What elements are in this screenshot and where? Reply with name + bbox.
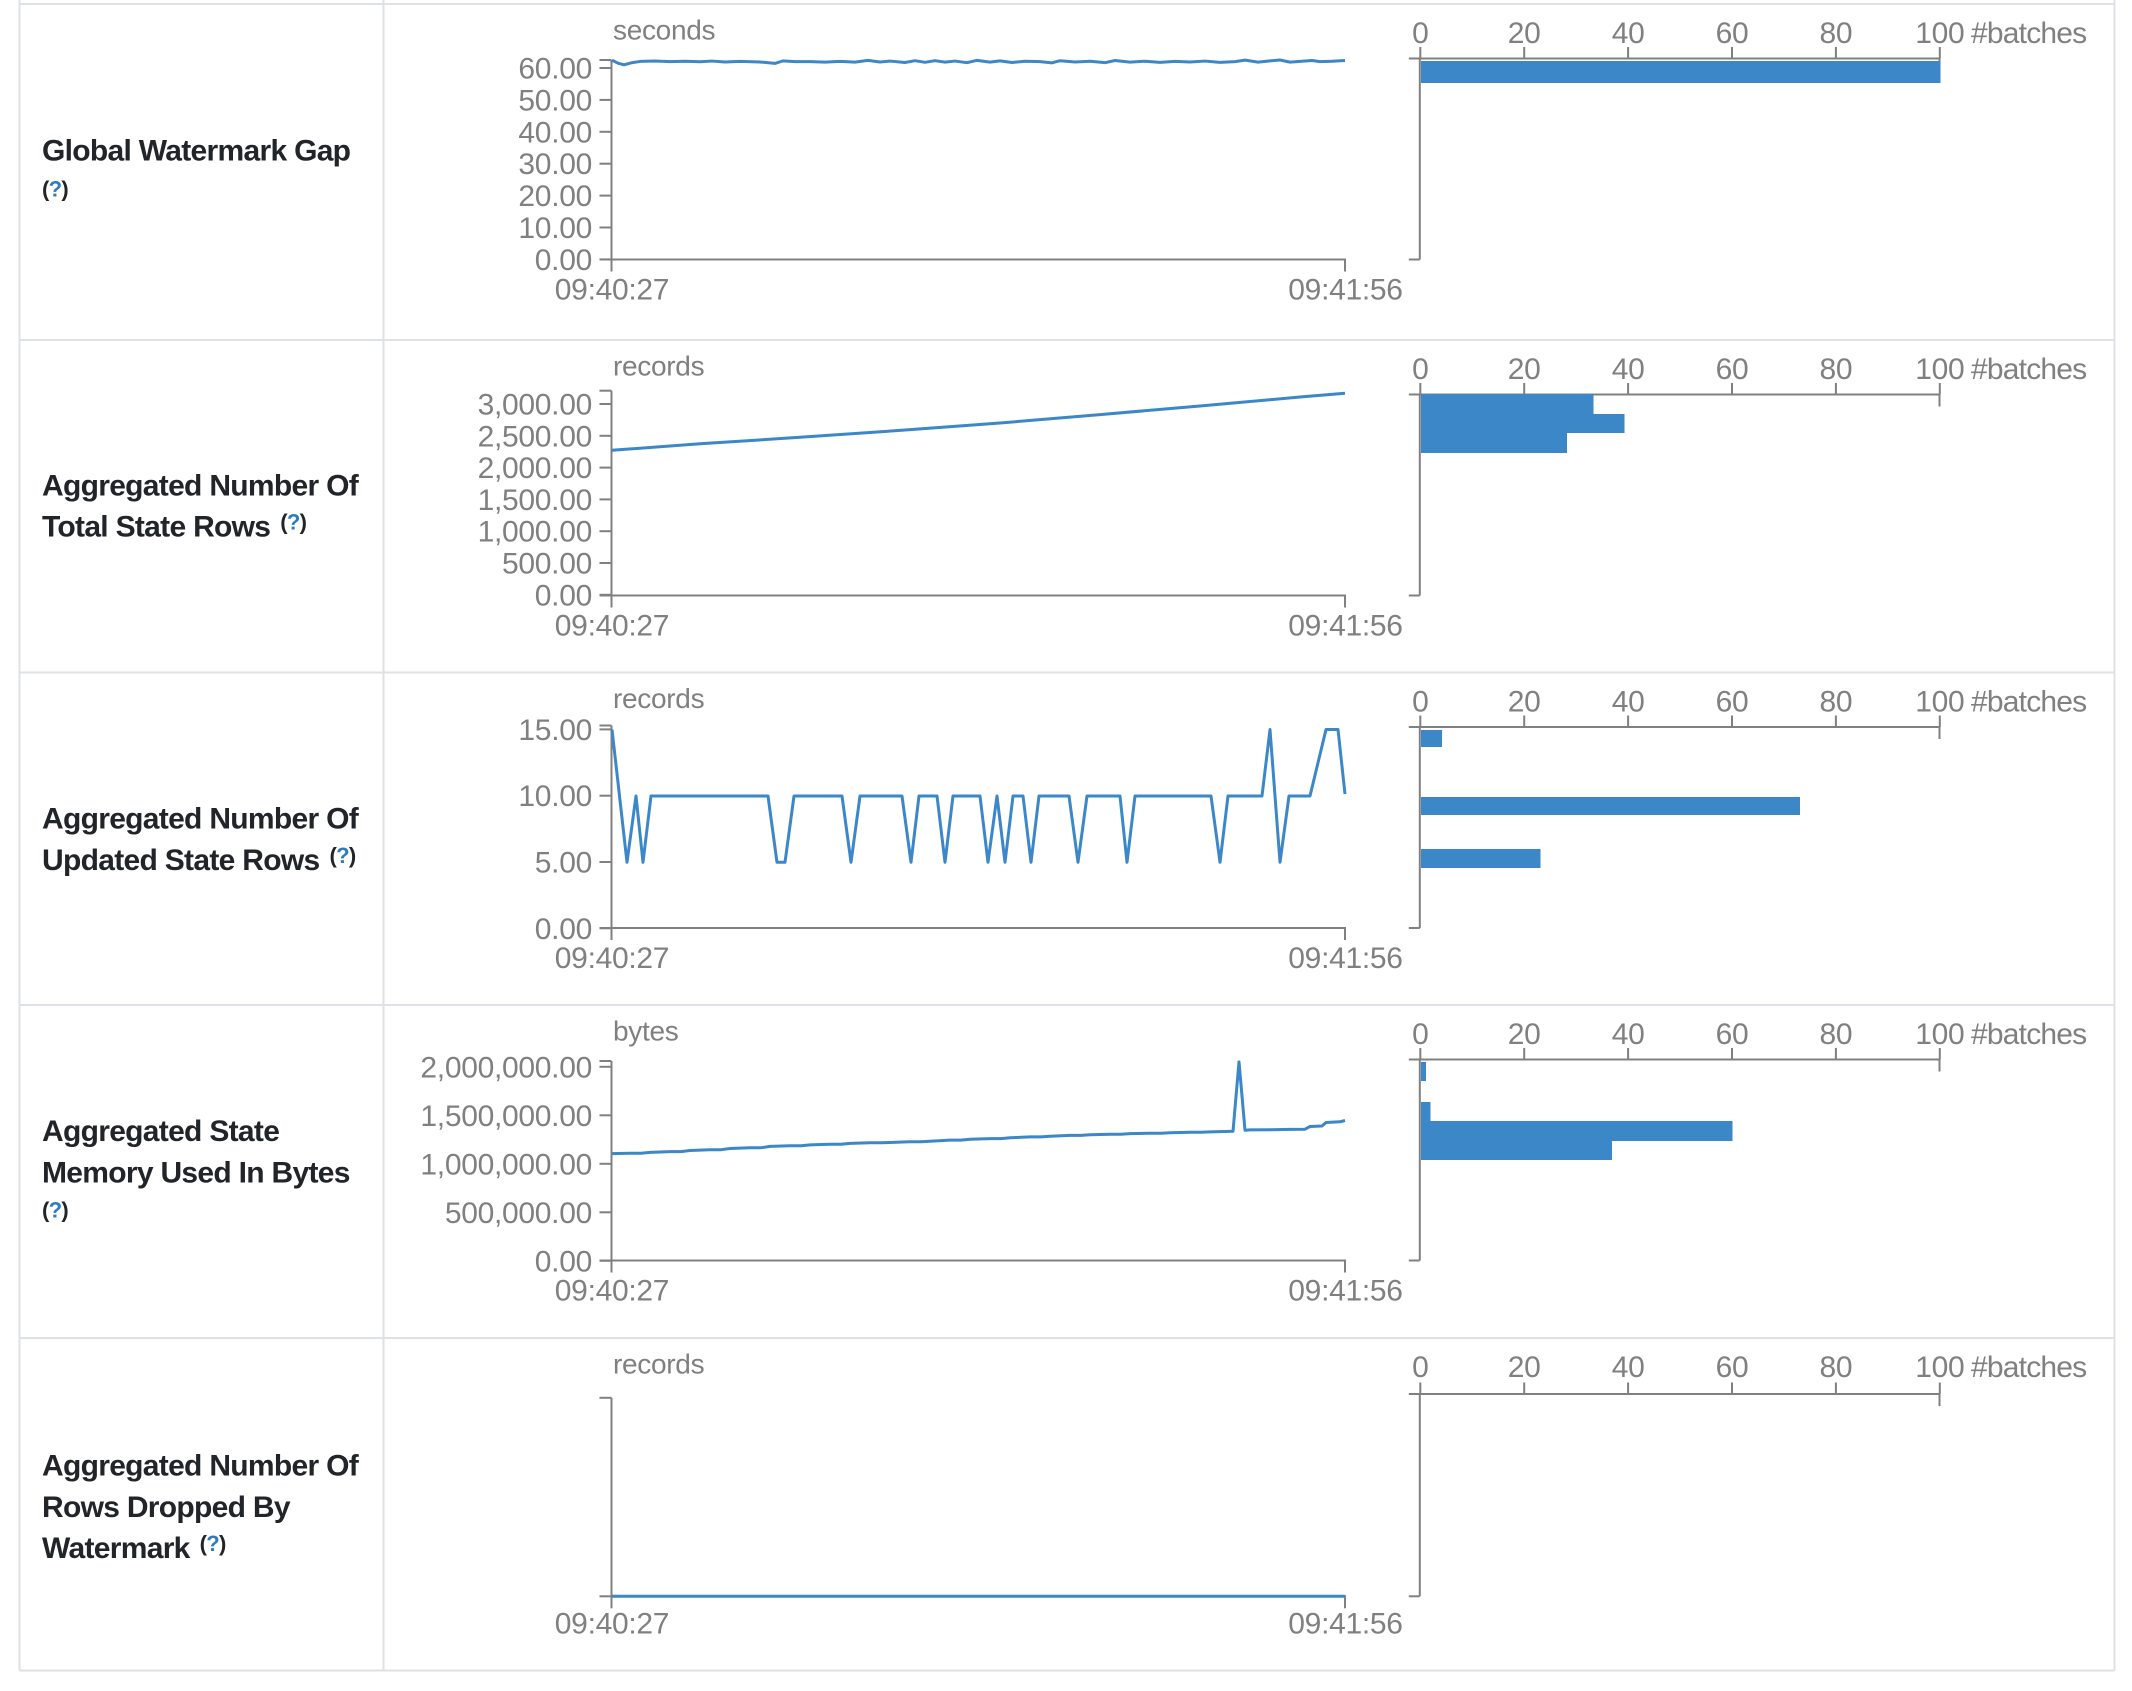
svg-text:Memory Used In Bytes: Memory Used In Bytes (42, 1156, 350, 1189)
svg-text:seconds: seconds (613, 15, 715, 46)
svg-text:100: 100 (1915, 1018, 1964, 1051)
svg-text:500.00: 500.00 (502, 548, 592, 581)
svg-text:0.00: 0.00 (535, 913, 592, 946)
svg-text:15.00: 15.00 (518, 714, 592, 747)
svg-text:3,000.00: 3,000.00 (478, 389, 592, 422)
svg-text:Updated State Rows(?): Updated State Rows (?) (42, 843, 356, 877)
svg-text:80: 80 (1820, 353, 1853, 386)
svg-text:40: 40 (1612, 686, 1645, 719)
svg-text:1,500,000.00: 1,500,000.00 (420, 1100, 592, 1133)
svg-text:0: 0 (1412, 1018, 1428, 1051)
svg-text:records: records (613, 683, 704, 714)
svg-text:0.00: 0.00 (535, 244, 592, 277)
svg-text:40: 40 (1612, 1018, 1645, 1051)
svg-text:(?): (?) (42, 1198, 68, 1223)
svg-text:09:41:56: 09:41:56 (1288, 942, 1402, 975)
svg-text:20: 20 (1508, 686, 1541, 719)
svg-text:80: 80 (1820, 1351, 1853, 1384)
svg-text:500,000.00: 500,000.00 (445, 1197, 592, 1230)
svg-text:80: 80 (1820, 1018, 1853, 1051)
svg-text:(?): (?) (42, 176, 68, 201)
svg-text:09:40:27: 09:40:27 (555, 610, 669, 643)
svg-text:60: 60 (1716, 686, 1749, 719)
svg-text:60: 60 (1716, 1018, 1749, 1051)
svg-text:#batches: #batches (1971, 17, 2086, 50)
svg-text:0: 0 (1412, 17, 1428, 50)
svg-text:80: 80 (1820, 686, 1853, 719)
svg-text:20: 20 (1508, 1351, 1541, 1384)
svg-text:100: 100 (1915, 686, 1964, 719)
svg-text:60: 60 (1716, 353, 1749, 386)
svg-text:09:41:56: 09:41:56 (1288, 610, 1402, 643)
svg-text:Aggregated State: Aggregated State (42, 1115, 279, 1148)
svg-text:0: 0 (1412, 353, 1428, 386)
svg-text:#batches: #batches (1971, 1351, 2086, 1384)
svg-text:40: 40 (1612, 1351, 1645, 1384)
svg-text:09:40:27: 09:40:27 (555, 942, 669, 975)
svg-text:60: 60 (1716, 17, 1749, 50)
svg-text:20: 20 (1508, 353, 1541, 386)
svg-text:100: 100 (1915, 353, 1964, 386)
svg-text:Total State Rows(?): Total State Rows (?) (42, 509, 307, 543)
svg-text:Global Watermark Gap: Global Watermark Gap (42, 134, 351, 167)
svg-text:#batches: #batches (1971, 686, 2086, 719)
svg-text:40: 40 (1612, 353, 1645, 386)
svg-text:60.00: 60.00 (518, 53, 592, 86)
svg-text:09:41:56: 09:41:56 (1288, 1275, 1402, 1308)
svg-text:09:41:56: 09:41:56 (1288, 274, 1402, 307)
svg-text:0: 0 (1412, 686, 1428, 719)
svg-text:09:40:27: 09:40:27 (555, 1275, 669, 1308)
svg-text:Aggregated Number Of: Aggregated Number Of (42, 1450, 360, 1483)
svg-text:30.00: 30.00 (518, 148, 592, 181)
svg-text:80: 80 (1820, 17, 1853, 50)
svg-text:2,000,000.00: 2,000,000.00 (420, 1051, 592, 1084)
svg-text:20: 20 (1508, 17, 1541, 50)
svg-text:bytes: bytes (613, 1016, 678, 1047)
svg-text:0: 0 (1412, 1351, 1428, 1384)
svg-text:100: 100 (1915, 1351, 1964, 1384)
svg-text:1,500.00: 1,500.00 (478, 484, 592, 517)
svg-text:10.00: 10.00 (518, 212, 592, 245)
svg-text:40.00: 40.00 (518, 116, 592, 149)
svg-text:2,000.00: 2,000.00 (478, 452, 592, 485)
svg-text:09:41:56: 09:41:56 (1288, 1608, 1402, 1641)
svg-text:09:40:27: 09:40:27 (555, 274, 669, 307)
svg-text:10.00: 10.00 (518, 780, 592, 813)
svg-text:Aggregated Number Of: Aggregated Number Of (42, 803, 360, 836)
svg-text:09:40:27: 09:40:27 (555, 1608, 669, 1641)
svg-text:#batches: #batches (1971, 1018, 2086, 1051)
svg-text:records: records (613, 351, 704, 382)
svg-text:0.00: 0.00 (535, 579, 592, 612)
svg-text:1,000.00: 1,000.00 (478, 516, 592, 549)
svg-text:Aggregated Number Of: Aggregated Number Of (42, 470, 360, 503)
svg-text:0.00: 0.00 (535, 1245, 592, 1278)
svg-text:40: 40 (1612, 17, 1645, 50)
svg-text:20: 20 (1508, 1018, 1541, 1051)
svg-text:2,500.00: 2,500.00 (478, 420, 592, 453)
svg-text:50.00: 50.00 (518, 84, 592, 117)
svg-text:records: records (613, 1349, 704, 1380)
svg-text:60: 60 (1716, 1351, 1749, 1384)
svg-text:1,000,000.00: 1,000,000.00 (420, 1148, 592, 1181)
svg-text:20.00: 20.00 (518, 180, 592, 213)
svg-text:Rows Dropped By: Rows Dropped By (42, 1491, 291, 1524)
svg-text:#batches: #batches (1971, 353, 2086, 386)
svg-text:100: 100 (1915, 17, 1964, 50)
svg-text:5.00: 5.00 (535, 847, 592, 880)
